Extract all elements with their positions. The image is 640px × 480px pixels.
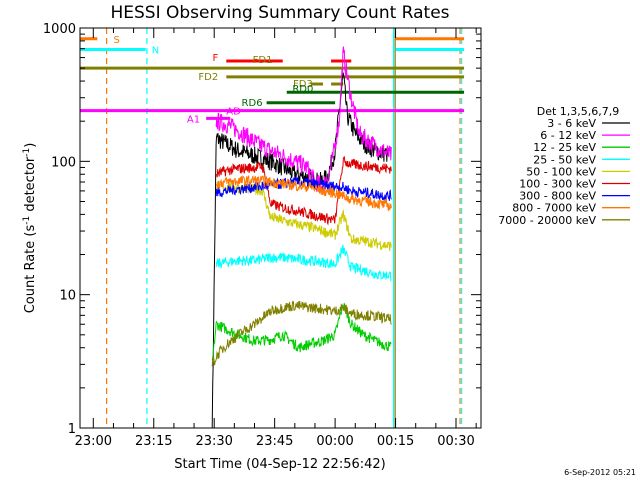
- y-tick-label: 1000: [43, 22, 76, 37]
- series-line-8: [211, 301, 392, 367]
- y-axis-label: Count Rate (s-1 detector-1): [22, 143, 38, 314]
- series-line-3: [215, 244, 392, 282]
- y-tick-label: 1: [68, 422, 76, 437]
- legend-label: 6 - 12 keV: [540, 129, 596, 142]
- flag-label-fd2: FD2: [198, 72, 218, 83]
- x-tick-label: 23:45: [256, 434, 293, 449]
- y-tick-label: 100: [51, 155, 76, 170]
- series-line-1: [215, 46, 392, 195]
- x-tick-label: 00:30: [437, 434, 474, 449]
- x-tick-label: 00:00: [316, 434, 353, 449]
- x-tick-label: 00:15: [377, 434, 414, 449]
- legend-label: 7000 - 20000 keV: [498, 214, 596, 227]
- flag-label-fd3: FD3: [293, 79, 313, 90]
- legend-label: 800 - 7000 keV: [512, 202, 596, 215]
- chart-title: HESSI Observing Summary Count Rates: [110, 3, 449, 23]
- flag-label-fd1: FD1: [253, 55, 273, 66]
- y-tick-label: 10: [59, 289, 76, 304]
- y-axis-ticks: 1 10 100 1000: [43, 22, 481, 437]
- legend-label: 50 - 100 keV: [526, 165, 596, 178]
- x-tick-label: 23:00: [75, 434, 112, 449]
- legend-label: 3 - 6 keV: [547, 117, 596, 130]
- series-line-0: [211, 72, 392, 428]
- flag-label-n: N: [152, 45, 159, 56]
- series-line-7: [215, 175, 392, 211]
- time-marker-lines: [105, 28, 463, 428]
- legend-title: Det 1,3,5,6,7,9: [537, 105, 620, 118]
- legend-label: 300 - 800 keV: [519, 190, 596, 203]
- flag-label-s: S: [113, 35, 119, 46]
- observing-flag-bars: [80, 37, 465, 120]
- flag-label-rd6: RD6: [242, 98, 263, 109]
- x-tick-label: 23:30: [195, 434, 232, 449]
- count-rate-series: [211, 46, 392, 428]
- flag-label-ad: AD: [226, 107, 241, 118]
- footer-date: 6-Sep-2012 05:21: [564, 468, 636, 477]
- flag-label-f: F: [212, 53, 218, 64]
- x-axis-label: Start Time (04-Sep-12 22:56:42): [174, 457, 385, 472]
- legend-label: 25 - 50 keV: [533, 153, 596, 166]
- legend-label: 100 - 300 keV: [519, 178, 596, 191]
- flag-label-rd0: RD0: [292, 84, 313, 95]
- legend-label: 12 - 25 keV: [533, 141, 596, 154]
- plot-frame: [79, 27, 482, 429]
- series-line-5: [215, 156, 392, 226]
- series-line-2: [211, 302, 392, 360]
- flag-label-a1: A1: [187, 114, 200, 125]
- x-axis-ticks: 23:00 23:15 23:30 23:45 00:00 00:15 00:30: [75, 28, 477, 449]
- x-tick-label: 23:15: [135, 434, 172, 449]
